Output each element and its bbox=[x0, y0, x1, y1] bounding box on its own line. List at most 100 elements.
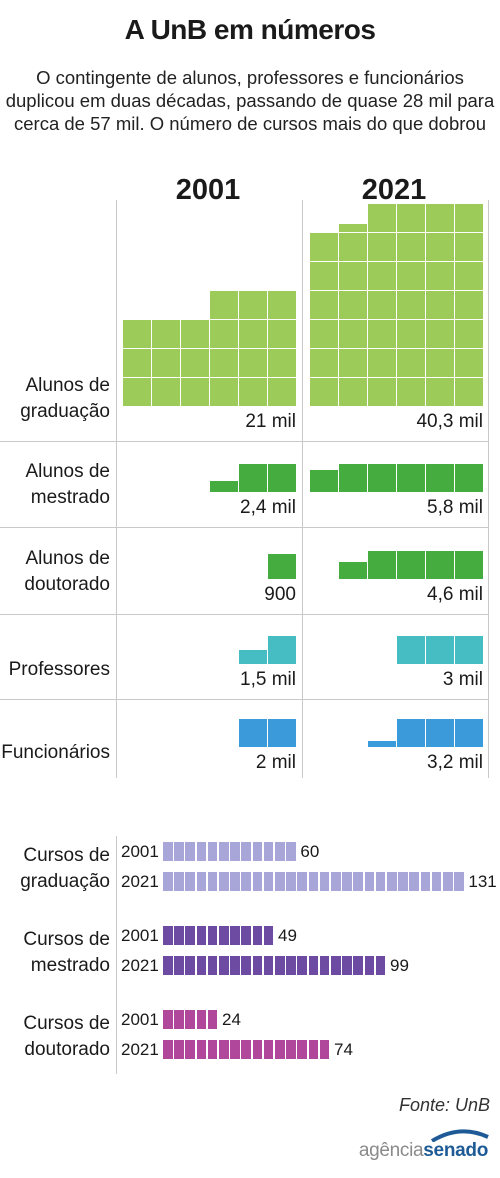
course-block bbox=[196, 842, 207, 861]
waffle-block bbox=[455, 320, 483, 348]
waffle-block bbox=[239, 349, 267, 377]
waffle-block bbox=[426, 464, 454, 492]
logo-prefix: agência bbox=[358, 1140, 424, 1161]
course-block bbox=[353, 872, 363, 891]
waffle-block bbox=[339, 562, 367, 579]
subtitle-line: duplicou em duas décadas, passando de qu… bbox=[5, 90, 495, 111]
course-block bbox=[398, 872, 408, 891]
waffle-block bbox=[426, 233, 454, 261]
course-block bbox=[196, 872, 207, 891]
course-block bbox=[219, 842, 229, 861]
waffle-block bbox=[368, 741, 396, 747]
course-block bbox=[219, 926, 229, 945]
course-block bbox=[219, 1040, 229, 1059]
course-label: Cursos de mestrado bbox=[0, 927, 110, 979]
waffle-block bbox=[339, 378, 367, 406]
value-label: 40,3 mil bbox=[416, 411, 483, 432]
waffle-block bbox=[426, 719, 454, 747]
source-note: Fonte: UnB bbox=[398, 1095, 490, 1115]
row-label: Professores bbox=[0, 657, 110, 683]
value-label: 5,8 mil bbox=[427, 497, 483, 518]
course-year-label: 2021 bbox=[121, 956, 159, 975]
waffle-block bbox=[268, 464, 296, 492]
waffle-block bbox=[239, 320, 267, 348]
waffle-block bbox=[455, 291, 483, 319]
course-block bbox=[174, 1040, 184, 1059]
row-divider bbox=[0, 614, 488, 615]
waffle-block bbox=[455, 719, 483, 747]
waffle-block bbox=[310, 233, 338, 261]
waffle-block bbox=[426, 349, 454, 377]
course-year-label: 2001 bbox=[121, 842, 159, 861]
value-label: 3 mil bbox=[442, 669, 483, 690]
course-block bbox=[263, 872, 274, 891]
waffle-block bbox=[397, 551, 425, 579]
waffle-block bbox=[123, 378, 151, 406]
course-value-label: 74 bbox=[334, 1040, 353, 1059]
waffle-block bbox=[268, 719, 296, 747]
course-block bbox=[286, 842, 296, 861]
course-block bbox=[241, 872, 251, 891]
course-block bbox=[185, 872, 195, 891]
course-year-label: 2001 bbox=[121, 926, 159, 945]
waffle-block bbox=[210, 378, 238, 406]
row-label-line: graduação bbox=[20, 401, 110, 422]
course-block bbox=[308, 956, 319, 975]
course-year-label: 2021 bbox=[121, 1040, 159, 1059]
course-block bbox=[230, 926, 240, 945]
waffle-block bbox=[210, 349, 238, 377]
course-label-line: mestrado bbox=[30, 955, 110, 976]
course-block bbox=[342, 956, 352, 975]
column-divider bbox=[116, 200, 117, 778]
course-block bbox=[163, 842, 173, 861]
waffle-block bbox=[397, 464, 425, 492]
waffle-block bbox=[152, 349, 180, 377]
waffle-block bbox=[239, 650, 267, 664]
course-block bbox=[252, 872, 263, 891]
waffle-block bbox=[368, 262, 396, 290]
course-value-label: 60 bbox=[300, 842, 320, 861]
course-block bbox=[230, 956, 240, 975]
course-block bbox=[286, 872, 296, 891]
course-block bbox=[241, 926, 251, 945]
waffle-block bbox=[239, 464, 267, 492]
course-block bbox=[431, 872, 442, 891]
waffle-block bbox=[455, 464, 483, 492]
course-year-label: 2021 bbox=[121, 872, 159, 891]
waffle-block bbox=[397, 262, 425, 290]
course-block bbox=[319, 872, 330, 891]
waffle-block bbox=[455, 636, 483, 664]
waffle-block bbox=[339, 233, 367, 261]
course-block bbox=[207, 1010, 218, 1029]
courses-axis-line bbox=[116, 836, 117, 1074]
waffle-block bbox=[339, 291, 367, 319]
waffle-block bbox=[210, 481, 238, 492]
course-block bbox=[174, 926, 184, 945]
course-block bbox=[443, 872, 453, 891]
course-block bbox=[163, 872, 173, 891]
waffle-block bbox=[123, 320, 151, 348]
row-divider bbox=[0, 527, 488, 528]
course-block bbox=[319, 1040, 330, 1059]
value-label: 4,6 mil bbox=[427, 584, 483, 605]
course-block bbox=[207, 1040, 218, 1059]
waffle-block bbox=[426, 204, 454, 232]
waffle-block bbox=[123, 349, 151, 377]
course-block bbox=[387, 872, 397, 891]
course-block bbox=[207, 872, 218, 891]
course-value-label: 99 bbox=[390, 956, 409, 975]
subtitle-line: cerca de 57 mil. O número de cursos mais… bbox=[14, 113, 486, 134]
row-label-line: Alunos de bbox=[25, 548, 110, 569]
course-block bbox=[241, 1040, 251, 1059]
waffle-block bbox=[397, 636, 425, 664]
waffle-block bbox=[426, 262, 454, 290]
course-block bbox=[252, 926, 263, 945]
course-block bbox=[364, 872, 375, 891]
course-label-line: Cursos de bbox=[23, 1013, 110, 1034]
waffle-block bbox=[268, 554, 296, 579]
row-label: Funcionários bbox=[0, 740, 110, 766]
logo-suffix: senado bbox=[423, 1140, 488, 1161]
course-block bbox=[308, 1040, 319, 1059]
course-block bbox=[185, 956, 195, 975]
course-block bbox=[319, 956, 330, 975]
